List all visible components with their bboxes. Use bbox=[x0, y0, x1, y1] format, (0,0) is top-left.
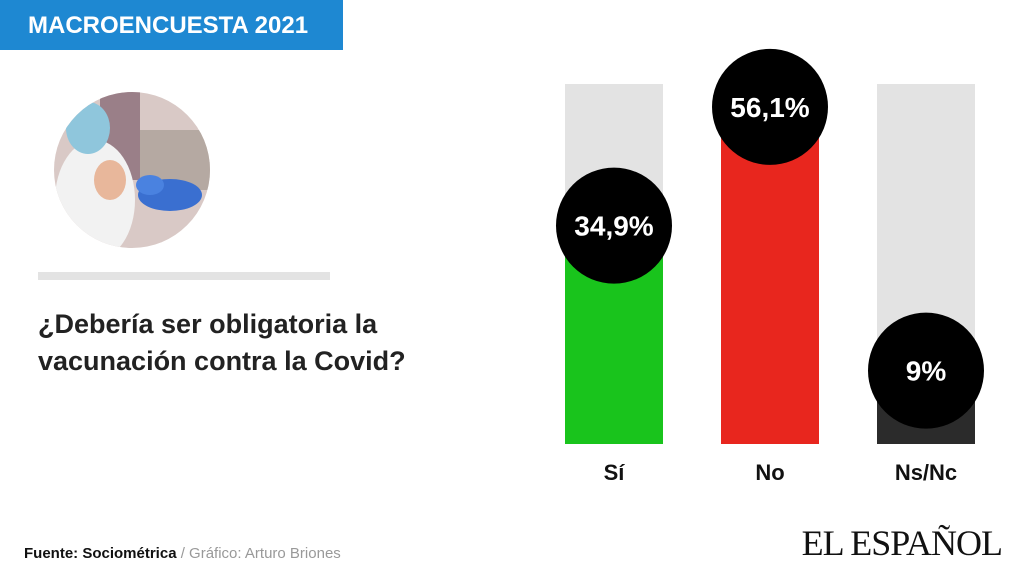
logo: EL ESPAÑOL bbox=[801, 523, 1003, 563]
x-tick-label: No bbox=[755, 460, 784, 485]
photo bbox=[54, 92, 210, 248]
credit: / Gráfico: Arturo Briones bbox=[180, 545, 341, 562]
x-tick-label: Sí bbox=[604, 460, 626, 485]
value-label: 56,1% bbox=[730, 92, 809, 123]
value-badge bbox=[556, 167, 672, 284]
x-tick-label: Ns/Nc bbox=[895, 460, 957, 485]
value-label: 34,9% bbox=[574, 211, 653, 242]
footer: Fuente: Sociométrica / Gráfico: Arturo B… bbox=[24, 545, 341, 562]
chart-title: ¿Debería ser obligatoria la vacunación c… bbox=[38, 309, 406, 376]
source: Fuente: Sociométrica bbox=[24, 545, 177, 562]
value-label: 9% bbox=[906, 356, 947, 387]
value-badge bbox=[868, 312, 984, 429]
header: MACROENCUESTA 2021 bbox=[0, 0, 343, 50]
value-badge bbox=[712, 48, 828, 165]
divider bbox=[38, 272, 330, 280]
bar bbox=[721, 129, 819, 445]
